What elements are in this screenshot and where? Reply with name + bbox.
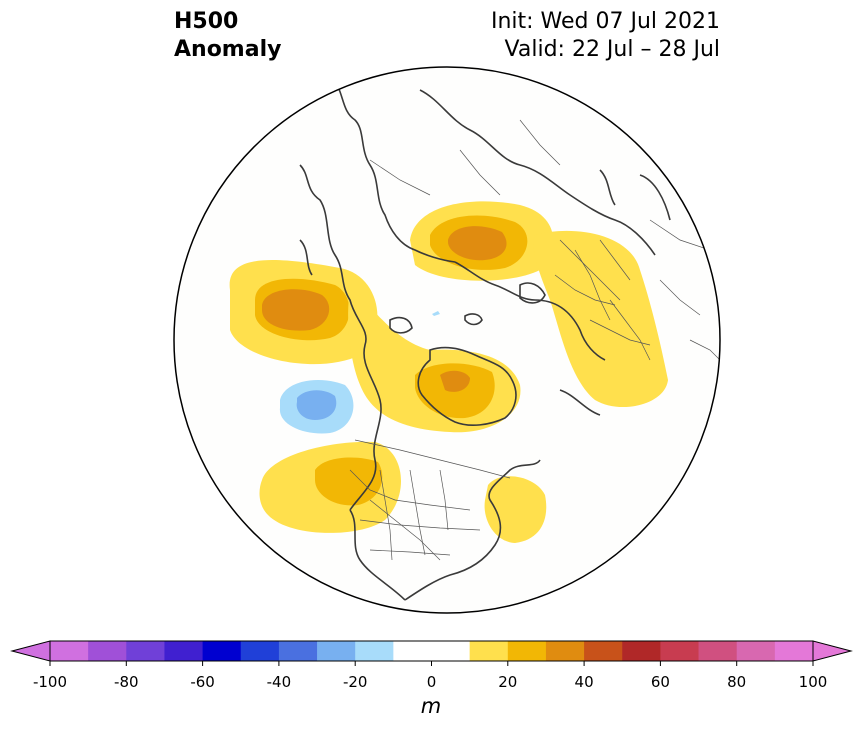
anomaly-small-low	[432, 311, 440, 316]
colorbar-cell	[202, 641, 242, 661]
colorbar-unit-label: m	[420, 694, 442, 718]
colorbar-cell	[431, 641, 471, 661]
colorbar-cell	[164, 641, 204, 661]
colorbar-tick-label: -20	[342, 673, 368, 691]
anomaly-canadian-arctic	[348, 290, 521, 433]
anomaly-western-us	[259, 441, 402, 533]
colorbar-cell	[507, 641, 547, 661]
colorbar-extend-low-outline	[10, 640, 51, 662]
political-borders	[349, 119, 720, 561]
colorbar-tick-label: 60	[650, 673, 670, 691]
colorbar-cell	[317, 641, 356, 661]
colorbar-tick-label: -60	[190, 673, 215, 691]
colorbar-tick-label: -80	[114, 673, 139, 691]
colorbar-cell	[88, 641, 127, 661]
colorbar-ticks	[49, 661, 814, 666]
colorbar-tick-label: 100	[798, 673, 828, 691]
anomaly-north-pacific	[229, 260, 378, 365]
colorbar-extend-high	[813, 641, 851, 661]
colorbar-cell	[393, 641, 432, 661]
colorbar-cell	[469, 641, 509, 661]
anomaly-siberia	[410, 201, 554, 281]
colorbar-cell	[774, 641, 814, 661]
colorbar-cell	[278, 641, 318, 661]
field-type: Anomaly	[174, 37, 282, 62]
init-date: Init: Wed 07 Jul 2021	[490, 9, 720, 34]
date-info: Init: Wed 07 Jul 2021 Valid: 22 Jul – 28…	[491, 8, 720, 64]
colorbar-cell	[622, 641, 661, 661]
colorbar-cell	[240, 641, 280, 661]
colorbar-extend-low	[12, 641, 50, 661]
colorbar-tick-label: -100	[32, 673, 68, 691]
colorbar-cell	[660, 641, 700, 661]
colorbar-cell	[698, 641, 738, 661]
colorbar-tick-label: 80	[727, 673, 747, 691]
field-name: H500	[174, 9, 239, 34]
colorbar-tick-label: 0	[426, 673, 437, 691]
anomaly-gulf-of-alaska-low	[279, 380, 354, 434]
colorbar-cell	[50, 641, 89, 661]
colorbar-cell	[355, 641, 394, 661]
valid-range: Valid: 22 Jul – 28 Jul	[504, 37, 720, 62]
field-title: H500 Anomaly	[174, 8, 281, 64]
polar-map	[173, 66, 721, 614]
colorbar	[10, 640, 853, 666]
colorbar-extend-high-outline	[812, 640, 853, 662]
colorbar-cell	[545, 641, 585, 661]
colorbar-cell	[126, 641, 165, 661]
colorbar-tick-label: -40	[266, 673, 292, 691]
colorbar-cell	[736, 641, 776, 661]
colorbar-tick-label: 40	[574, 673, 594, 691]
colorbar-tick-label: 20	[498, 673, 518, 691]
colorbar-cells	[50, 641, 814, 661]
globe-boundary	[173, 66, 721, 614]
anomaly-europe	[533, 230, 668, 408]
colorbar-cell	[584, 641, 623, 661]
coastlines	[299, 74, 671, 601]
